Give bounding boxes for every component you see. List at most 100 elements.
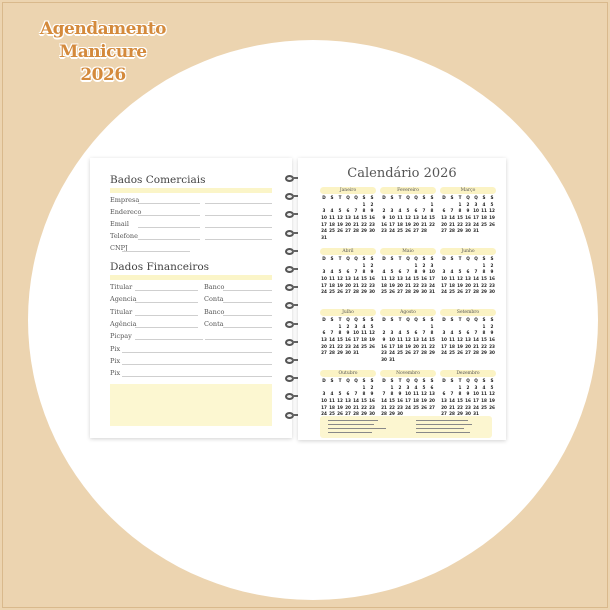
- day-cell: 23: [369, 404, 375, 410]
- day-cell: 1: [458, 384, 462, 390]
- field-line[interactable]: [205, 215, 272, 216]
- day-cell: 18: [381, 282, 387, 288]
- field-line[interactable]: [205, 239, 272, 240]
- day-cell: 28: [473, 350, 479, 356]
- day-cell: 1: [362, 384, 366, 390]
- day-cell: 17: [441, 343, 447, 349]
- field-line[interactable]: [122, 363, 272, 365]
- day-cell: 13: [321, 337, 327, 343]
- day-cell: 20: [413, 221, 419, 227]
- empty-cell: [440, 203, 448, 208]
- field-line[interactable]: [223, 290, 272, 291]
- day-cell: 5: [458, 269, 462, 275]
- field-line[interactable]: [122, 351, 272, 353]
- empty-cell: [380, 264, 388, 269]
- day-cell: 23: [345, 343, 351, 349]
- field-line[interactable]: [135, 326, 198, 328]
- day-cell: 30: [489, 350, 495, 356]
- field-line[interactable]: [122, 376, 272, 378]
- month-name: Julho: [320, 309, 376, 316]
- day-cell: 11: [481, 208, 487, 214]
- day-cell: 26: [405, 350, 411, 356]
- weekday-label: T: [398, 317, 402, 322]
- weekday-label: D: [322, 195, 326, 200]
- field-line[interactable]: [223, 302, 272, 304]
- weekday-label: S: [370, 378, 374, 383]
- day-cell: 3: [354, 323, 358, 329]
- day-cell: 14: [449, 215, 455, 221]
- day-cell: 3: [406, 384, 410, 390]
- day-cell: 9: [382, 337, 386, 343]
- field-cnpj: CNPJ: [110, 244, 272, 254]
- field-line[interactable]: [122, 251, 190, 252]
- day-cell: 19: [457, 343, 463, 349]
- weekday-label: T: [398, 256, 402, 261]
- notes-box: [110, 384, 272, 426]
- day-cell: 9: [370, 208, 374, 214]
- weekday-label: Q: [414, 317, 418, 322]
- weekday-label: Q: [414, 378, 418, 383]
- day-cell: 12: [337, 215, 343, 221]
- month-março: Março D S T Q Q S S 1 2 3 4 5 6 7 8 9 10 11 12 13 14 15 16 17 18 1…: [440, 187, 496, 234]
- day-cell: 7: [354, 391, 358, 397]
- day-cell: 9: [422, 269, 426, 275]
- field-line[interactable]: [223, 326, 272, 328]
- title-line-1: Agendamento Manicure: [39, 19, 167, 62]
- field-line[interactable]: [135, 314, 198, 316]
- day-cell: 1: [430, 323, 434, 329]
- day-cell: 14: [329, 337, 335, 343]
- day-cell: 3: [322, 208, 326, 214]
- empty-cell: [320, 203, 328, 208]
- field-line[interactable]: [138, 239, 200, 240]
- day-cell: 1: [362, 262, 366, 268]
- weekday-label: Q: [466, 195, 470, 200]
- day-cell: 20: [429, 398, 435, 404]
- weekday-label: T: [458, 317, 462, 322]
- day-cell: 19: [337, 221, 343, 227]
- field-line[interactable]: [135, 339, 203, 341]
- field-line[interactable]: [138, 215, 200, 216]
- day-cell: 11: [381, 276, 387, 282]
- day-cell: 20: [441, 404, 447, 410]
- month-name: Novembro: [380, 370, 436, 377]
- day-cell: 26: [337, 228, 343, 234]
- day-cell: 29: [389, 411, 395, 417]
- day-cell: 15: [457, 398, 463, 404]
- day-cell: 30: [489, 289, 495, 295]
- day-cell: 6: [398, 269, 402, 275]
- field-line[interactable]: [205, 339, 272, 341]
- day-cell: 19: [489, 215, 495, 221]
- field-line[interactable]: [205, 203, 272, 204]
- day-cell: 22: [429, 221, 435, 227]
- empty-cell: [472, 325, 480, 330]
- empty-cell: [396, 203, 404, 208]
- day-cell: 13: [345, 276, 351, 282]
- field-label: Agencia: [110, 295, 137, 304]
- day-cell: 17: [441, 282, 447, 288]
- weekday-label: S: [450, 378, 454, 383]
- weekday-label: S: [390, 378, 394, 383]
- weekday-label: Q: [354, 317, 358, 322]
- field-line[interactable]: [135, 302, 198, 304]
- field-line[interactable]: [205, 227, 272, 228]
- field-line[interactable]: [138, 227, 200, 228]
- empty-cell: [336, 264, 344, 269]
- day-cell: 28: [353, 289, 359, 295]
- field-line[interactable]: [135, 290, 198, 291]
- weekday-label: Q: [346, 317, 350, 322]
- month-janeiro: Janeiro D S T Q Q S S 1 2 3 4 5 6 7 8 9 10 11 12 13 14 15 16 17 1…: [320, 187, 376, 241]
- empty-cell: [352, 264, 360, 269]
- day-cell: 21: [421, 343, 427, 349]
- field-line[interactable]: [138, 203, 200, 204]
- financial-row: Pix: [110, 369, 272, 379]
- day-cell: 7: [450, 208, 454, 214]
- field-line[interactable]: [223, 314, 272, 316]
- empty-cell: [464, 264, 472, 269]
- empty-cell: [388, 325, 396, 330]
- day-cell: 28: [421, 228, 427, 234]
- day-cell: 4: [398, 208, 402, 214]
- weekday-label: S: [482, 256, 486, 261]
- day-cell: 8: [362, 208, 366, 214]
- day-cell: 12: [369, 330, 375, 336]
- day-cell: 27: [345, 411, 351, 417]
